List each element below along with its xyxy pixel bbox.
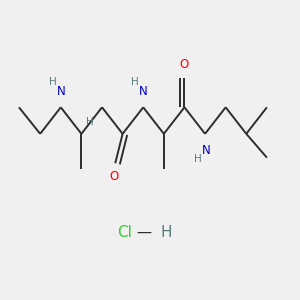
Text: O: O (109, 170, 119, 183)
Text: N: N (139, 85, 148, 98)
Text: H: H (49, 77, 56, 87)
Text: O: O (180, 58, 189, 71)
Text: H: H (194, 154, 202, 164)
Text: N: N (56, 85, 65, 98)
Text: H: H (86, 117, 94, 127)
Text: Cl: Cl (118, 225, 132, 240)
Text: N: N (202, 143, 211, 157)
Text: H: H (160, 225, 172, 240)
Text: —: — (132, 225, 157, 240)
Text: H: H (131, 77, 139, 87)
